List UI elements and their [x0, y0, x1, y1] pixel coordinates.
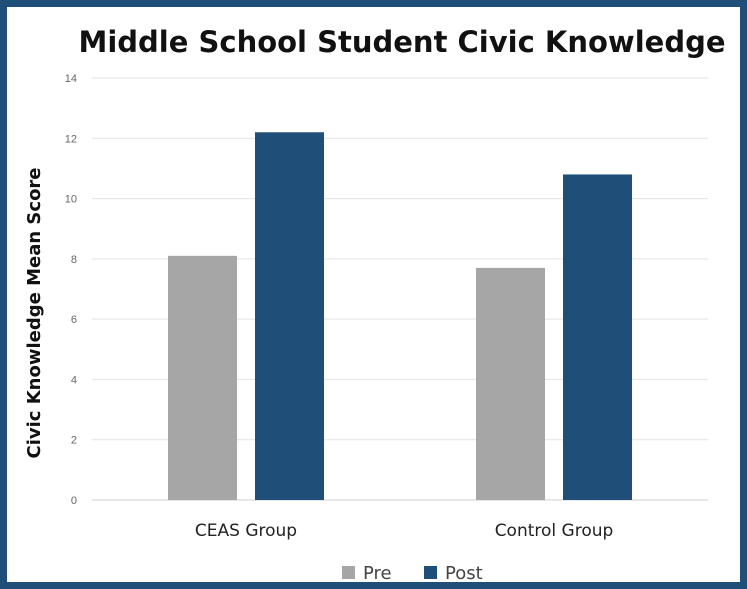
bar-pre-control-group	[476, 267, 545, 500]
y-tick-label: 8	[71, 254, 77, 266]
legend: Pre Post	[342, 563, 483, 584]
y-tick-label: 10	[65, 194, 77, 206]
y-tick-label: 0	[71, 495, 77, 507]
category-labels: CEAS Group Control Group	[195, 521, 613, 541]
legend-label-pre: Pre	[363, 563, 392, 584]
y-tick-label: 4	[71, 374, 77, 386]
legend-swatch-post	[424, 566, 437, 579]
y-tick-label: 2	[71, 435, 77, 447]
bar-post-ceas-group	[255, 132, 324, 500]
y-tick-label: 14	[65, 73, 77, 85]
chart-title: Middle School Student Civic Knowledge	[78, 25, 725, 59]
y-tick-label: 6	[71, 314, 77, 326]
y-tick-label: 12	[65, 133, 77, 145]
y-axis-label: Civic Knowledge Mean Score	[24, 167, 45, 458]
x-category-label: Control Group	[495, 521, 614, 541]
y-ticks: 0 2 4 6 8 10 12 14	[65, 73, 77, 507]
legend-label-post: Post	[445, 563, 483, 584]
bars	[168, 132, 632, 500]
bar-pre-ceas-group	[168, 255, 237, 500]
legend-swatch-pre	[342, 566, 355, 579]
bar-post-control-group	[563, 174, 632, 500]
x-category-label: CEAS Group	[195, 521, 297, 541]
